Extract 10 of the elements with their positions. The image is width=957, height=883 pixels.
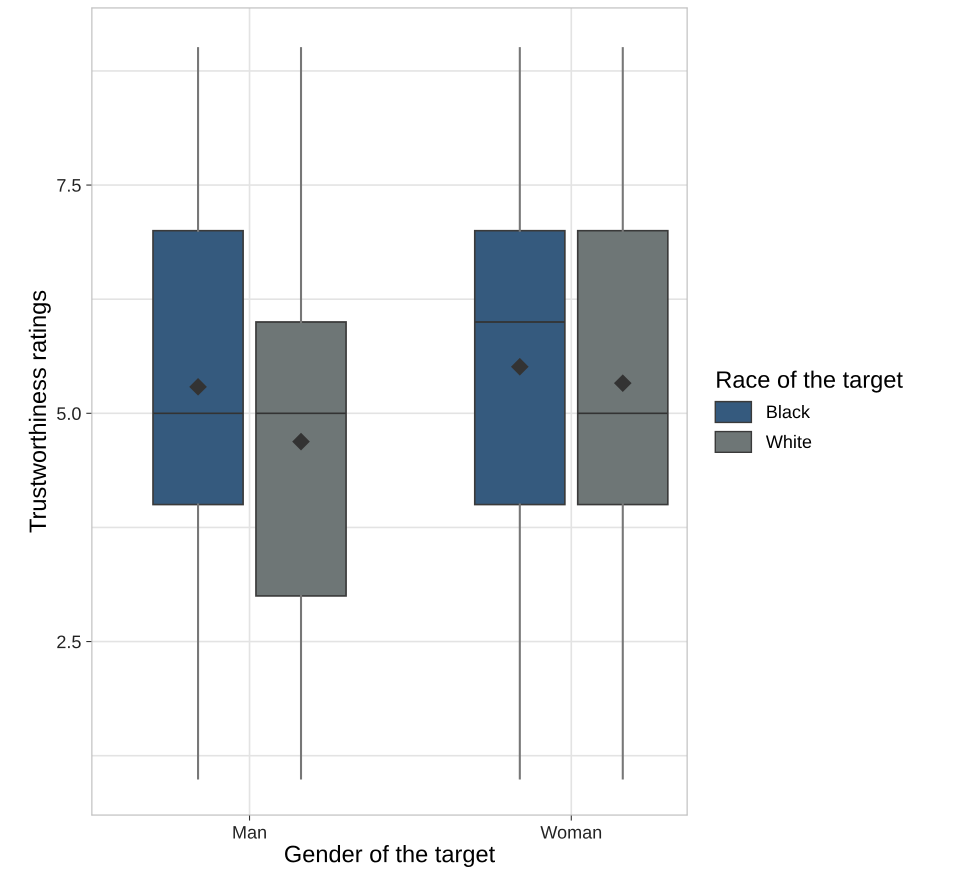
x-tick-label: Woman xyxy=(540,826,602,839)
y-axis-title: Trustworthiness ratings xyxy=(28,290,51,533)
x-tick-label: Man xyxy=(233,826,266,839)
y-tick-label: 5.0 xyxy=(57,407,81,420)
x-axis-title: Gender of the target xyxy=(285,845,495,868)
legend-title: Race of the target xyxy=(717,370,903,393)
y-tick-label: 2.5 xyxy=(57,635,81,648)
legend-label: Black xyxy=(767,404,810,418)
legend-label: White xyxy=(766,434,812,448)
y-tick-label: 7.5 xyxy=(57,179,81,192)
